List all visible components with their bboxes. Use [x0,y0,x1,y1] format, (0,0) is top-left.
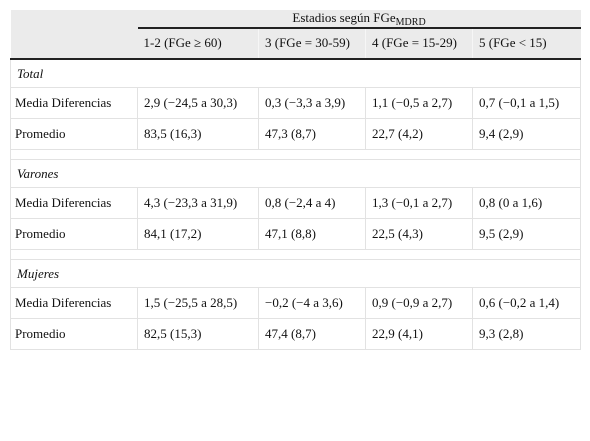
header-corner [10,10,138,60]
data-cell: 22,9 (4,1) [365,318,473,350]
row-label: Promedio [10,218,138,250]
data-cell: 0,8 (0 a 1,6) [471,187,582,219]
table-body: Total Media Diferencias 2,9 (−24,5 a 30,3)… [9,58,582,350]
column-header: 1-2 (FGe ≥ 60) [137,28,259,60]
header-row: Estadios según FGeMDRD [10,10,581,60]
data-row: Media Diferencias 2,9 (−24,5 a 30,3) 0,3 (… [10,87,582,119]
section-row: Varones [9,159,582,188]
column-header: 4 (FGe = 15-29) [365,28,473,60]
data-cell: 1,1 (−0,5 a 2,7) [365,87,473,119]
data-cell: −0,2 (−4 a 3,6) [258,287,366,319]
data-cell: 4,3 (−23,3 a 31,9) [137,187,259,219]
data-cell: 0,6 (−0,2 a 1,4) [471,287,582,319]
section-title: Mujeres [9,259,582,288]
spacer-row [9,149,582,160]
row-label: Media Diferencias [10,87,138,119]
data-row: Promedio 83,5 (16,3) 47,3 (8,7) 22,7 (4,2) 9… [10,118,582,150]
data-cell: 9,5 (2,9) [471,218,582,250]
spacer-row [9,249,582,260]
data-cell: 0,7 (−0,1 a 1,5) [471,87,582,119]
data-row: Media Diferencias 1,5 (−25,5 a 28,5) −0,2 … [10,287,582,319]
data-cell: 2,9 (−24,5 a 30,3) [137,87,259,119]
data-table: Estadios según FGeMDRD 1-2 (FGe ≥ 60) 3 (… [9,10,582,350]
data-cell: 0,9 (−0,9 a 2,7) [365,287,473,319]
data-cell: 82,5 (15,3) [137,318,259,350]
data-cell: 84,1 (17,2) [137,218,259,250]
data-cell: 22,5 (4,3) [365,218,473,250]
group-title: Estadios según FGeMDRD [137,10,581,29]
section-row: Total [9,58,582,88]
data-cell: 47,3 (8,7) [258,118,366,150]
data-cell: 83,5 (16,3) [137,118,259,150]
column-header: 3 (FGe = 30-59) [258,28,366,60]
data-cell: 1,3 (−0,1 a 2,7) [365,187,473,219]
row-label: Media Diferencias [10,187,138,219]
spacer-cell [9,149,582,160]
row-label: Promedio [10,318,138,350]
data-cell: 47,1 (8,8) [258,218,366,250]
row-label: Promedio [10,118,138,150]
data-row: Media Diferencias 4,3 (−23,3 a 31,9) 0,8 (… [10,187,582,219]
column-header-row: 1-2 (FGe ≥ 60) 3 (FGe = 30-59) 4 (FGe = 15… [11,28,581,60]
data-cell: 9,3 (2,8) [471,318,582,350]
data-cell: 1,5 (−25,5 a 28,5) [137,287,259,319]
data-cell: 47,4 (8,7) [258,318,366,350]
table-header: Estadios según FGeMDRD 1-2 (FGe ≥ 60) 3 (… [10,10,581,60]
section-row: Mujeres [9,259,582,288]
group-subscript: MDRD [395,17,426,28]
column-header: 5 (FGe < 15) [471,28,581,60]
table-container: Estadios según FGeMDRD 1-2 (FGe ≥ 60) 3 (… [9,10,582,350]
data-row: Promedio 82,5 (15,3) 47,4 (8,7) 22,9 (4,1) 9… [10,318,582,350]
data-row: Promedio 84,1 (17,2) 47,1 (8,8) 22,5 (4,3) 9… [10,218,582,250]
row-label: Media Diferencias [10,287,138,319]
section-title: Varones [9,159,582,188]
data-cell: 0,3 (−3,3 a 3,9) [258,87,366,119]
data-cell: 9,4 (2,9) [471,118,582,150]
group-title-text: Estadios según FGe [292,10,396,25]
spacer-cell [9,249,582,260]
data-cell: 0,8 (−2,4 a 4) [258,187,366,219]
section-title: Total [9,58,582,88]
data-cell: 22,7 (4,2) [365,118,473,150]
